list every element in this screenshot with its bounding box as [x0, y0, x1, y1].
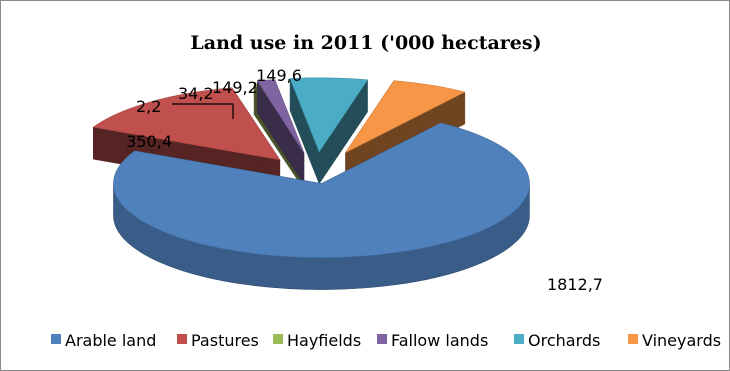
legend-swatch [51, 334, 61, 344]
legend-item: Hayfields [273, 331, 361, 350]
legend-swatch [377, 334, 387, 344]
legend: Arable land Pastures Hayfields Fallow lands… [51, 331, 721, 350]
chart-title: Land use in 2011 ('000 hectares) [190, 32, 541, 54]
slice-top-face [113, 122, 530, 258]
legend-label: Pastures [191, 331, 259, 350]
legend-item: Vineyards [628, 331, 721, 350]
legend-swatch [177, 334, 187, 344]
legend-label: Orchards [528, 331, 600, 350]
legend-label: Hayfields [287, 331, 361, 350]
slice-top-face [344, 80, 466, 154]
legend-label: Fallow lands [391, 331, 488, 350]
legend-item: Fallow lands [377, 331, 488, 350]
pie-slice [113, 122, 530, 290]
legend-item: Orchards [514, 331, 600, 350]
legend-label: Vineyards [642, 331, 721, 350]
slice-top-face [256, 79, 305, 154]
data-label: 2,2 [136, 97, 161, 116]
data-label: 350,4 [126, 132, 172, 151]
slice-top-face [289, 77, 369, 153]
legend-label: Arable land [65, 331, 156, 350]
label-leader-line [172, 103, 234, 119]
pie-slice [256, 79, 305, 186]
pie-slice [289, 77, 369, 185]
data-label: 149,2 [212, 78, 258, 97]
legend-swatch [273, 334, 283, 344]
legend-item: Pastures [177, 331, 259, 350]
legend-item: Arable land [51, 331, 156, 350]
legend-swatch [628, 334, 638, 344]
data-label: 1812,7 [547, 275, 603, 294]
data-label: 34,2 [178, 84, 214, 103]
data-label: 149,6 [256, 66, 302, 85]
legend-swatch [514, 334, 524, 344]
